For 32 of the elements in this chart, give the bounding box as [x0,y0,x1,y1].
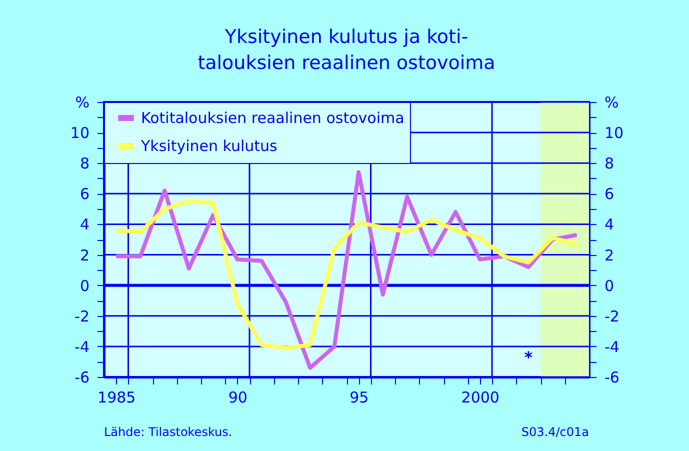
y2-tick-label: 8 [604,154,614,173]
y2-tick-label: 2 [604,246,614,264]
legend-label: Kotitalouksien reaalinen ostovoima [141,109,404,127]
y2-tick-label: -6 [604,368,620,386]
y-tick-label: -4 [74,338,90,356]
legend-label: Yksityinen kulutus [140,137,278,155]
x-tick-label: 95 [350,388,369,406]
y-tick-label: 2 [80,246,90,264]
y2-tick-label: 10 [604,124,624,142]
y2-tick-label: -2 [604,307,620,326]
y-tick-label: 6 [80,185,90,204]
y2-tick-label: 4 [604,216,614,234]
x-tick-label: 90 [228,388,248,406]
y2-tick-label: 0 [604,276,614,295]
y-tick-label: 0 [80,276,90,295]
x-tick-label: 1985 [98,388,136,406]
y2-tick-label: 6 [604,185,614,204]
y-tick-label: -6 [74,368,90,386]
line-series [114,170,579,370]
text: S03.4/c01a [521,425,589,439]
text: Lähde: Tilastokeskus. [104,425,232,439]
x-tick-label: 2000 [461,388,500,406]
line-series [114,199,579,350]
y2-tick-label: -4 [604,338,620,356]
chart-title: Yksityinen kulutus ja koti- talouksien reaalinen ostovoima [198,26,496,74]
y-tick-label: 10 [70,124,90,142]
annotation: * [524,348,534,367]
y-tick-label: 4 [80,216,90,234]
y-tick-label: -2 [74,307,90,326]
y2-tick-label: % [604,94,619,112]
y-tick-label: % [75,94,90,112]
y-tick-label: 8 [80,154,90,173]
